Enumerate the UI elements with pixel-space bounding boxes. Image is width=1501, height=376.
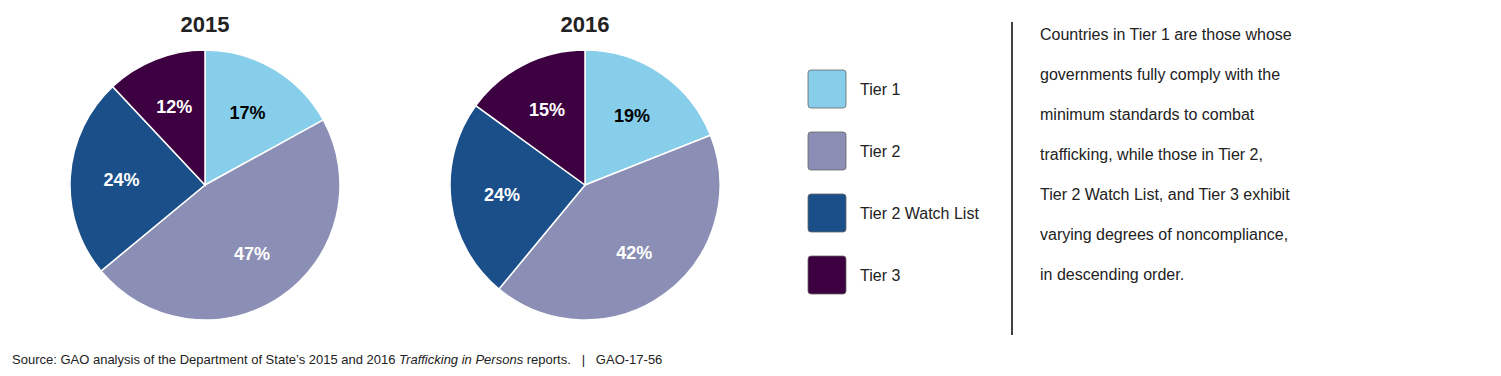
data-label: 12% [156,97,192,117]
background [0,0,1501,376]
legend-swatch [808,256,846,294]
data-label: 24% [103,170,139,190]
annotation-group: Countries in Tier 1 are those whosegover… [1012,22,1292,335]
pie-chart: 2016Tier 1Tier 2Tier 2 Watch ListTier 31… [450,12,720,320]
pie-slice: Tier 3 [113,50,205,185]
legend-swatch [808,70,846,108]
legend-swatch [808,194,846,232]
annotation: Countries in Tier 1 are those whosegover… [1040,26,1292,283]
legend-entry: Tier 3 [860,267,900,284]
pie-chart: 2015Tier 1Tier 2Tier 2 Watch ListTier 31… [70,12,340,320]
source-part: Trafficking in Persons [399,352,524,367]
data-label: 24% [484,185,520,205]
data-label: 15% [529,100,565,120]
data-label: 42% [616,243,652,263]
source-note: Source: GAO analysis of the Department o… [12,352,662,367]
data-label: 19% [614,106,650,126]
chart-canvas: 2015Tier 1Tier 2Tier 2 Watch ListTier 31… [0,0,1501,376]
legend: Tier 1 Tier 2 Tier 2 Watch List Tier 3 [808,70,979,294]
pie-slice: Tier 2 Watch List [70,87,205,271]
chart-title: 2015 [181,12,230,37]
separator-line [1011,22,1013,335]
legend-swatch [808,132,846,170]
data-label: 47% [234,244,270,264]
data-label: 17% [230,103,266,123]
legend-entry: Tier 1 [860,81,900,98]
legend-entry: Tier 2 Watch List [860,205,979,222]
pie-slice: Tier 3 [476,50,585,185]
chart-title: 2016 [561,12,610,37]
source-part: Source: GAO analysis of the Department o… [12,352,399,367]
legend-entry: Tier 2 [860,143,900,160]
source-part: reports. | GAO-17-56 [523,352,662,367]
